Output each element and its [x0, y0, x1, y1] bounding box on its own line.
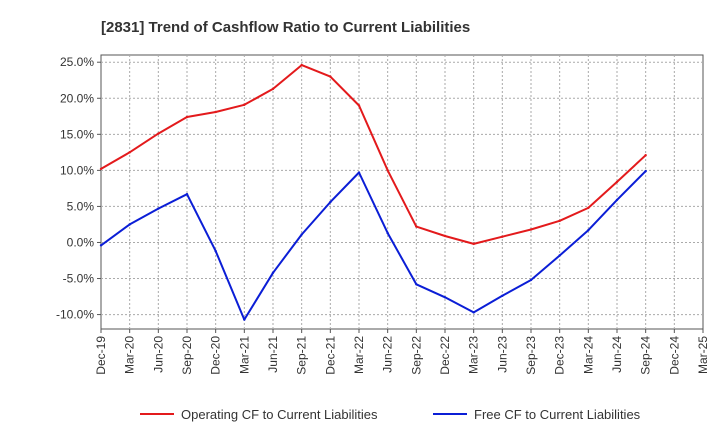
data-point-series-1 [271, 271, 275, 274]
data-point-series-0 [300, 63, 303, 67]
data-point-series-0 [587, 206, 590, 210]
y-tick-label: 0.0% [67, 235, 95, 249]
data-point-series-1 [329, 200, 332, 204]
data-point-series-1 [157, 207, 160, 210]
x-tick-label: Dec-23 [553, 336, 567, 375]
legend-label-free-cf: Free CF to Current Liabilities [474, 407, 641, 422]
data-point-series-0 [357, 104, 361, 107]
y-tick-label: 15.0% [60, 127, 94, 141]
series-line-0 [100, 64, 647, 245]
data-point-series-0 [415, 225, 418, 228]
data-point-series-0 [501, 235, 504, 238]
y-tick-label: -10.0% [56, 308, 94, 322]
x-tick-label: Sep-20 [180, 336, 194, 375]
x-tick-label: Mar-24 [581, 336, 595, 374]
y-tick-label: 25.0% [60, 55, 94, 69]
data-point-series-1 [357, 171, 361, 174]
y-axis: 25.0% 20.0% 15.0% 10.0% 5.0% 0.0% -5.0% -10.0% [56, 55, 101, 322]
x-tick-label: Sep-22 [409, 336, 423, 375]
x-tick-label: Mar-20 [123, 336, 137, 374]
data-point-series-1 [644, 169, 647, 173]
x-tick-label: Dec-20 [209, 336, 223, 375]
x-tick-label: Jun-24 [610, 336, 624, 373]
x-tick-label: Jun-21 [266, 336, 280, 373]
data-point-series-1 [386, 231, 389, 235]
data-point-series-0 [386, 169, 389, 172]
data-point-series-1 [558, 254, 561, 257]
series-line-1 [100, 170, 647, 321]
data-point-series-0 [271, 87, 275, 91]
data-point-series-0 [644, 154, 647, 157]
x-tick-label: Sep-24 [639, 336, 653, 375]
x-tick-label: Mar-23 [467, 336, 481, 374]
x-tick-label: Mar-21 [237, 336, 251, 374]
plot-frame [100, 54, 704, 330]
y-tick-label: -5.0% [63, 272, 95, 286]
x-tick-label: Dec-19 [94, 336, 108, 375]
plot-area: 25.0%20.0%15.0%10.0%5.0%0.0%-5.0%-10.0% … [56, 54, 710, 375]
x-tick-label: Mar-25 [696, 336, 710, 374]
x-tick-label: Sep-23 [524, 336, 538, 375]
x-tick-label: Dec-21 [323, 336, 337, 375]
x-tick-label: Jun-23 [495, 336, 509, 373]
data-point-series-0 [472, 242, 475, 246]
data-point-series-0 [443, 234, 447, 238]
chart-title: [2831] Trend of Cashflow Ratio to Curren… [101, 19, 470, 36]
data-point-series-0 [128, 151, 131, 154]
y-tick-label: 10.0% [60, 163, 94, 177]
data-point-series-1 [501, 294, 504, 298]
x-tick-label: Dec-22 [438, 336, 452, 375]
data-point-series-0 [243, 103, 246, 106]
x-tick-label: Dec-24 [667, 336, 681, 375]
data-point-series-1 [415, 283, 418, 286]
data-point-series-1 [99, 244, 103, 247]
legend: Operating CF to Current Liabilities Free… [140, 407, 641, 422]
y-tick-label: 5.0% [67, 199, 95, 213]
data-point-series-0 [99, 167, 103, 171]
x-axis: Dec-19 Mar-20 Jun-20 Sep-20 Dec-20 Mar-21 Jun-… [94, 329, 710, 375]
data-point-series-1 [587, 229, 590, 232]
legend-label-operating-cf: Operating CF to Current Liabilities [181, 407, 378, 422]
data-point-series-0 [615, 180, 619, 184]
data-point-series-0 [558, 219, 561, 223]
data-point-series-1 [185, 192, 189, 196]
data-point-series-1 [243, 318, 246, 321]
data-point-series-0 [214, 110, 217, 114]
data-point-series-1 [472, 311, 475, 314]
data-point-series-1 [214, 249, 217, 253]
x-tick-label: Mar-22 [352, 336, 366, 374]
x-tick-label: Jun-20 [151, 336, 165, 373]
data-point-series-1 [300, 233, 303, 236]
x-tick-label: Jun-22 [381, 336, 395, 373]
data-point-series-1 [128, 223, 131, 226]
grid [101, 55, 703, 329]
data-point-series-1 [443, 296, 447, 299]
data-point-series-0 [329, 75, 332, 78]
y-tick-label: 20.0% [60, 91, 94, 105]
x-tick-label: Sep-21 [295, 336, 309, 375]
series-lines [99, 63, 647, 321]
data-point-series-1 [529, 278, 533, 282]
data-point-series-0 [529, 228, 533, 231]
data-point-series-0 [185, 115, 189, 119]
data-point-series-1 [615, 198, 619, 202]
data-point-series-0 [157, 132, 160, 135]
